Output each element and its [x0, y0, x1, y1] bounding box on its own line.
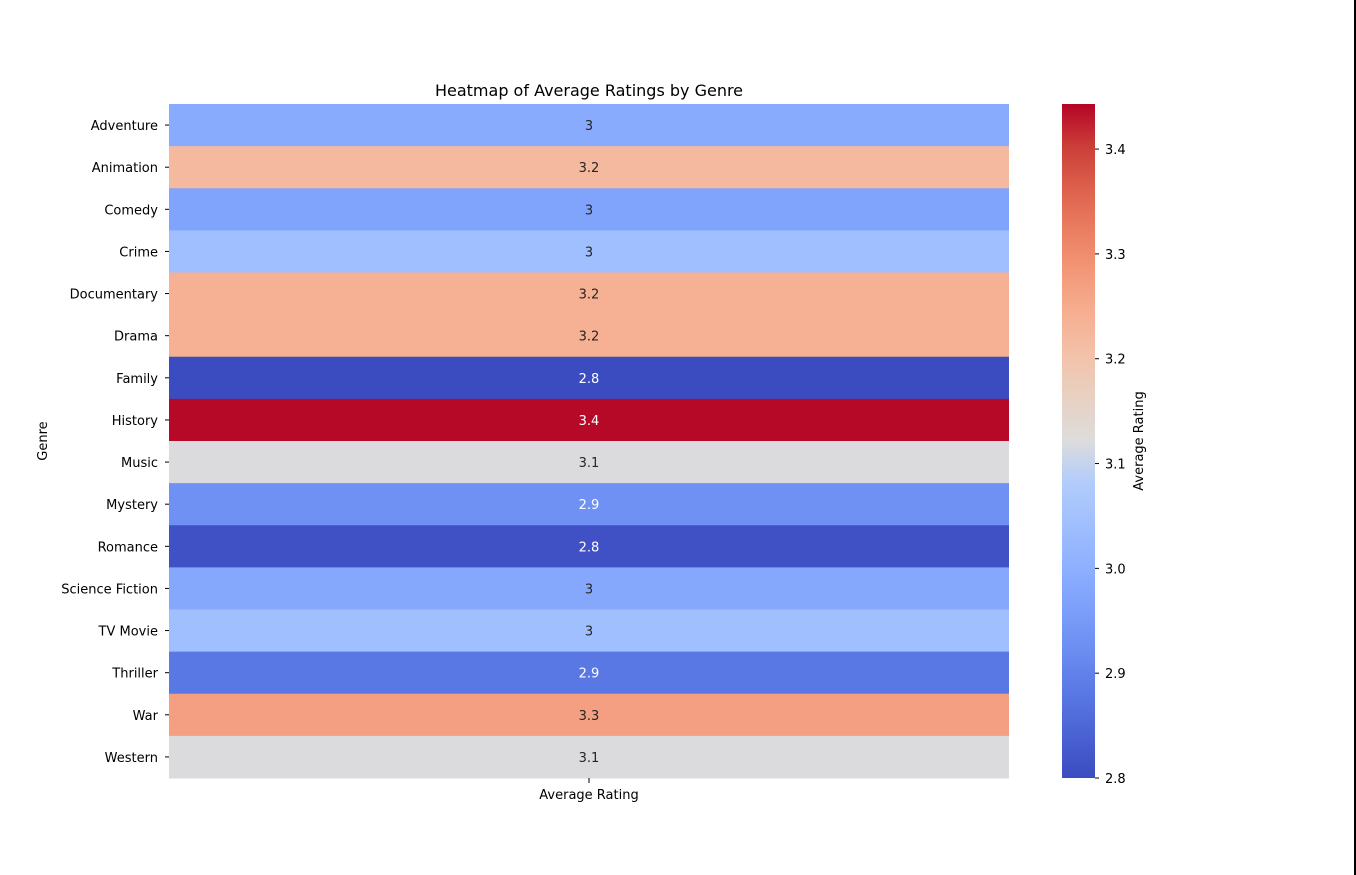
row-label: Crime: [119, 245, 158, 260]
heatmap-cell: [169, 356, 1009, 400]
row-label: Thriller: [111, 667, 158, 682]
colorbar-tick-label: 3.0: [1105, 562, 1126, 577]
row-label: History: [112, 414, 159, 429]
row-label: Music: [121, 456, 158, 471]
heatmap-cell: [169, 693, 1009, 737]
cell-annotation: 3.1: [579, 456, 600, 471]
heatmap-cell: [169, 609, 1009, 653]
row-label: Western: [105, 751, 158, 766]
cell-annotation: 3.2: [579, 161, 600, 176]
row-labels: Adventure Animation Comedy Crime Documentary…: [61, 119, 169, 766]
heatmap-cell: [169, 314, 1009, 358]
cell-annotation: 3.1: [579, 751, 600, 766]
colorbar: [1062, 104, 1095, 778]
cell-annotation: 3.4: [579, 414, 600, 429]
cell-annotation: 2.8: [579, 540, 600, 555]
colorbar-tick-label: 3.1: [1105, 458, 1126, 473]
column-label: Average Rating: [539, 788, 638, 803]
cell-annotation: 2.9: [579, 498, 600, 513]
row-label: TV Movie: [98, 625, 158, 640]
cell-annotation: 3.2: [579, 288, 600, 303]
heatmap-cell: [169, 483, 1009, 526]
chart-title: Heatmap of Average Ratings by Genre: [435, 81, 743, 100]
heatmap-cell: [169, 567, 1009, 611]
row-label: Adventure: [91, 119, 158, 134]
heatmap-cell: [169, 398, 1009, 442]
heatmap-cell: [169, 651, 1009, 695]
colorbar-label: Average Rating: [1132, 391, 1147, 490]
cell-annotation: 3.2: [579, 330, 600, 345]
row-label: Animation: [92, 161, 158, 176]
row-label: Romance: [98, 540, 158, 555]
cell-annotation: 3: [585, 203, 593, 218]
colorbar-tick-label: 3.2: [1105, 353, 1126, 368]
heatmap-cells: 3 3.2 3 3 3.2 3.2 2.8 3.4 3.1 2.9 2.8 3 3 2.9 3.3 3.1: [169, 104, 1009, 779]
heatmap-cell: [169, 188, 1009, 231]
heatmap-cell: [169, 272, 1009, 316]
row-label: Family: [116, 372, 158, 387]
heatmap-cell: [169, 525, 1009, 568]
cell-annotation: 2.9: [579, 667, 600, 682]
cell-annotation: 3: [585, 119, 593, 134]
y-axis-label: Genre: [36, 421, 51, 460]
row-label: Comedy: [104, 203, 158, 218]
heatmap-cell: [169, 735, 1009, 779]
window-edge: [1354, 0, 1356, 875]
heatmap-cell: [169, 104, 1009, 147]
row-label: Mystery: [106, 498, 158, 513]
colorbar-ticks: 2.8 2.9 3.0 3.1 3.2 3.3 3.4: [1095, 143, 1126, 787]
heatmap-cell: [169, 230, 1009, 274]
x-axis-ticks: Average Rating: [539, 778, 639, 803]
row-label: Science Fiction: [61, 582, 158, 597]
cell-annotation: 3: [585, 625, 593, 640]
row-label: War: [133, 709, 159, 724]
cell-annotation: 2.8: [579, 372, 600, 387]
colorbar-tick-label: 3.3: [1105, 248, 1126, 263]
row-label: Documentary: [70, 288, 159, 303]
heatmap-cell: [169, 441, 1009, 484]
cell-annotation: 3: [585, 582, 593, 597]
heatmap-cell: [169, 146, 1009, 189]
row-label: Drama: [114, 330, 158, 345]
cell-annotation: 3: [585, 245, 593, 260]
colorbar-tick-label: 2.9: [1105, 667, 1126, 682]
colorbar-tick-label: 2.8: [1105, 772, 1126, 787]
colorbar-tick-label: 3.4: [1105, 143, 1126, 158]
cell-annotation: 3.3: [579, 709, 600, 724]
